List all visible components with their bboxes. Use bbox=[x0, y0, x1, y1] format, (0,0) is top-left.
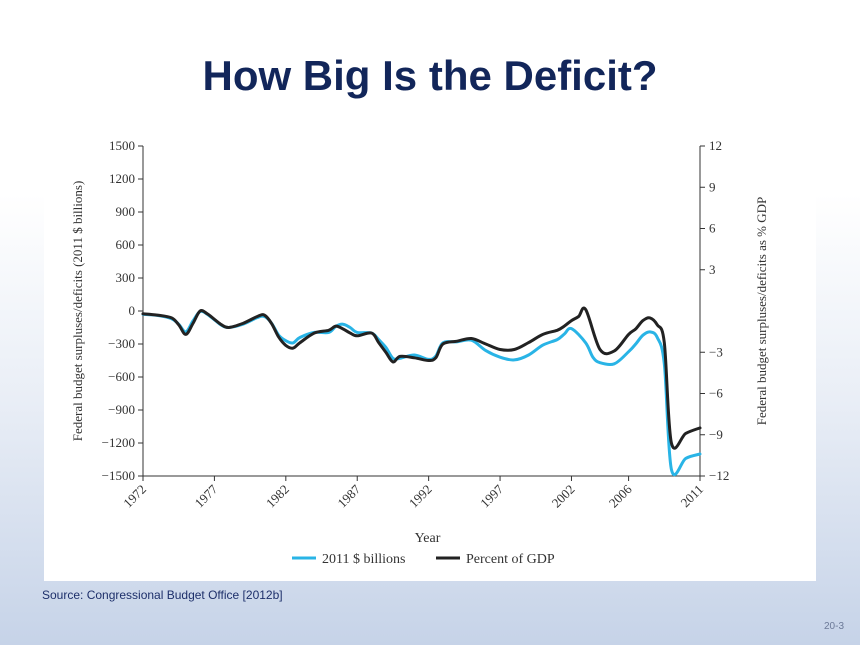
y-right-tick-label: −6 bbox=[709, 386, 723, 401]
y-left-tick-label: 1500 bbox=[109, 138, 135, 153]
y-left-tick-label: −300 bbox=[108, 336, 135, 351]
legend-label-billions: 2011 $ billions bbox=[322, 552, 406, 567]
y-right-tick-label: 3 bbox=[709, 262, 716, 277]
y-left-tick-label: 0 bbox=[129, 303, 136, 318]
y-right-tick-label: 9 bbox=[709, 179, 716, 194]
source-note: Source: Congressional Budget Office [201… bbox=[42, 588, 283, 602]
series-line-percent-gdp bbox=[141, 306, 702, 450]
x-tick-label: 1992 bbox=[406, 482, 435, 511]
chart-panel: 1500 1200 900 600 300 0 −300 −600 −900 −1200 −1500… bbox=[44, 133, 816, 581]
x-tick-label: 1997 bbox=[477, 481, 506, 510]
x-tick-label: 2006 bbox=[606, 481, 635, 510]
y-right-tick-label: 6 bbox=[709, 221, 716, 236]
x-axis-title: Year bbox=[415, 531, 441, 546]
x-tick-label: 1977 bbox=[192, 481, 221, 510]
y-left-tick-label: 900 bbox=[116, 204, 136, 219]
y-left-tick-label: 300 bbox=[116, 270, 136, 285]
x-tick-label: 1972 bbox=[120, 482, 149, 511]
slide-number: 20-3 bbox=[823, 621, 844, 632]
y-right-tick-label: −3 bbox=[709, 344, 723, 359]
y-right-tick-label: −9 bbox=[709, 427, 723, 442]
x-tick-label: 2002 bbox=[549, 482, 578, 511]
slide-title: How Big Is the Deficit? bbox=[202, 52, 658, 99]
series-line-billions bbox=[141, 309, 702, 477]
y-left-tick-label: −600 bbox=[108, 369, 135, 384]
y-left-tick-label: 1200 bbox=[109, 171, 135, 186]
x-tick-label: 2011 bbox=[677, 482, 706, 511]
y-axis-right-title: Federal budget surpluses/deficits as % G… bbox=[754, 197, 769, 426]
y-right-tick-label: 12 bbox=[709, 138, 722, 153]
deficit-chart: 1500 1200 900 600 300 0 −300 −600 −900 −1200 −1500… bbox=[70, 138, 769, 567]
y-axis-left-title: Federal budget surpluses/deficits (2011 … bbox=[70, 181, 85, 442]
y-left-tick-label: −1200 bbox=[102, 435, 135, 450]
x-tick-label: 1987 bbox=[334, 481, 363, 510]
x-tick-label: 1982 bbox=[263, 482, 292, 511]
y-right-tick-label: −12 bbox=[709, 468, 729, 483]
y-left-tick-label: −900 bbox=[108, 402, 135, 417]
legend-label-percent-gdp: Percent of GDP bbox=[466, 552, 555, 567]
y-left-tick-label: −1500 bbox=[102, 468, 135, 483]
y-left-tick-label: 600 bbox=[116, 237, 136, 252]
